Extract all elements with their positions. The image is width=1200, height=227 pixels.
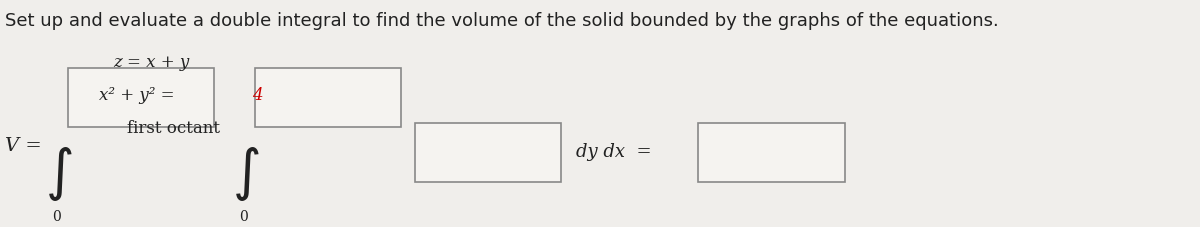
Text: 0: 0	[53, 210, 61, 224]
Text: V =: V =	[5, 137, 42, 155]
Text: $\int$: $\int$	[232, 145, 259, 203]
Text: first octant: first octant	[127, 120, 221, 137]
FancyBboxPatch shape	[698, 123, 845, 182]
Text: 0: 0	[239, 210, 248, 224]
FancyBboxPatch shape	[68, 68, 215, 127]
Text: 4: 4	[252, 87, 263, 104]
FancyBboxPatch shape	[254, 68, 401, 127]
Text: z = x + y: z = x + y	[113, 54, 190, 71]
Text: x² + y² =: x² + y² =	[100, 87, 180, 104]
Text: dy dx  =: dy dx =	[576, 143, 652, 161]
FancyBboxPatch shape	[415, 123, 562, 182]
Text: Set up and evaluate a double integral to find the volume of the solid bounded by: Set up and evaluate a double integral to…	[5, 12, 998, 30]
Text: $\int$: $\int$	[44, 145, 72, 203]
